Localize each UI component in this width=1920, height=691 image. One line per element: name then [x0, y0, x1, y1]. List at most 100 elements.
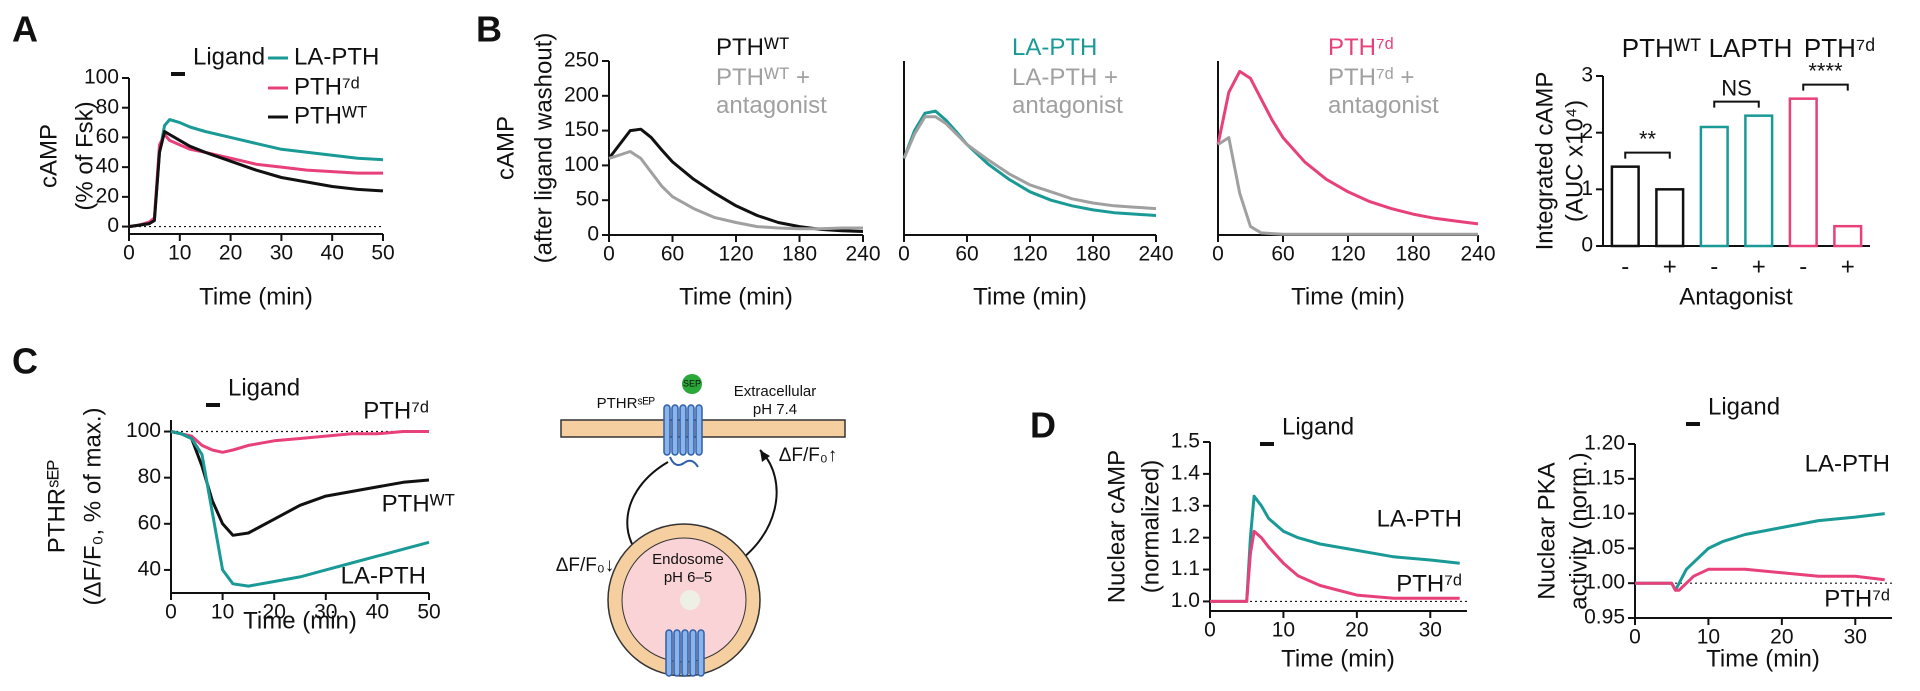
y-axis-label: activity (norm.)	[1565, 452, 1592, 609]
x-axis-label: Antagonist	[1679, 283, 1793, 310]
y-tick-label: 250	[564, 49, 599, 72]
bar	[1699, 125, 1729, 248]
x-tick-label: 0	[1212, 243, 1224, 266]
y-tick-label: 1.2	[1171, 525, 1200, 548]
series-label: LA-PTH	[1012, 34, 1098, 61]
y-tick-label: 1.5	[1171, 430, 1200, 453]
series-label: LA-PTH + antagonist	[1012, 64, 1123, 119]
down-label: ΔF/F₀↓	[556, 555, 615, 576]
x-tick-label: 60	[955, 243, 978, 266]
receptor-tail	[669, 456, 699, 468]
bar	[1788, 97, 1818, 248]
series-label: PTH⁷ᵈ	[1824, 585, 1890, 612]
series-label: LA-PTH	[1805, 450, 1890, 477]
x-tick-label: 20	[1770, 626, 1793, 649]
series-line	[1210, 529, 1460, 603]
endosome-label: pH 6–5	[664, 569, 712, 586]
x-tick-label: 40	[366, 601, 389, 624]
series-label: PTHᵂᵀ	[716, 34, 790, 61]
x-axis-label: Time (min)	[973, 283, 1087, 310]
x-tick-label: -	[1710, 253, 1718, 280]
x-tick-label: 30	[270, 242, 293, 265]
legend-label: PTH⁷ᵈ	[294, 73, 360, 100]
outside-label: pH 7.4	[753, 401, 797, 418]
x-tick-label: 60	[661, 243, 684, 266]
y-tick-label: 60	[138, 511, 161, 534]
x-tick-label: 180	[782, 243, 817, 266]
panel-letter: A	[12, 9, 38, 50]
significance-label: **	[1639, 126, 1657, 151]
sep-dim	[680, 590, 700, 610]
y-tick-label: 3	[1581, 64, 1593, 87]
annotation: Ligand	[1282, 413, 1354, 440]
y-tick-label: 1.3	[1171, 493, 1200, 516]
series-line	[902, 115, 1157, 211]
group-label: PTHᵂᵀ	[1622, 33, 1701, 63]
y-axis-label: (ΔF/F₀, % of max.)	[79, 408, 106, 606]
x-tick-label: 30	[1844, 626, 1867, 649]
x-tick-label: 0	[898, 243, 910, 266]
x-tick-label: 20	[263, 601, 286, 624]
series-label: PTH⁷ᵈ	[1328, 34, 1394, 61]
significance-label: ****	[1808, 58, 1843, 83]
x-tick-label: 0	[123, 242, 135, 265]
x-tick-label: 20	[1345, 619, 1368, 642]
series-label: PTH⁷ᵈ + antagonist	[1328, 64, 1439, 119]
series-line	[902, 109, 1157, 217]
y-tick-label: 100	[84, 66, 119, 89]
significance-bracket	[1624, 151, 1671, 159]
endosome-label: Endosome	[652, 551, 724, 568]
series-label: PTH⁷ᵈ	[1396, 570, 1462, 597]
y-axis-label: cAMP	[492, 116, 519, 180]
group-label: LAPTH	[1709, 33, 1793, 63]
x-tick-label: 0	[603, 243, 615, 266]
x-tick-label: -	[1621, 253, 1629, 280]
series-label: PTH⁷ᵈ	[363, 397, 429, 424]
y-tick-label: 1.1	[1171, 557, 1200, 580]
y-tick-label: 20	[96, 184, 119, 207]
y-axis-label: cAMP	[35, 124, 62, 188]
x-tick-label: 0	[165, 601, 177, 624]
significance-label: NS	[1721, 75, 1752, 100]
annotation: Ligand	[193, 43, 265, 70]
y-tick-label: 150	[564, 118, 599, 141]
x-axis-label: Time (min)	[1281, 645, 1395, 672]
series-label: PTHᵂᵀ + antagonist	[716, 64, 827, 119]
x-tick-label: 120	[1012, 243, 1047, 266]
y-axis-label: PTHRˢᴱᴾ	[43, 460, 70, 553]
arrow-head	[760, 450, 770, 462]
x-tick-label: 30	[1419, 619, 1442, 642]
series-line	[128, 130, 384, 229]
significance-bracket	[1713, 100, 1760, 108]
y-tick-label: 1	[1581, 177, 1593, 200]
series-label: PTHᵂᵀ	[382, 490, 455, 517]
series-label: LA-PTH	[341, 562, 426, 589]
x-tick-label: 180	[1075, 243, 1110, 266]
series-line	[1216, 69, 1479, 226]
y-tick-label: 1.4	[1171, 461, 1201, 484]
y-tick-label: 0.95	[1584, 606, 1625, 629]
y-tick-label: 1.20	[1584, 432, 1625, 455]
series-line	[170, 430, 429, 454]
annotation: Ligand	[1708, 393, 1780, 420]
tag-label: SEP	[683, 378, 701, 388]
x-tick-label: 120	[1330, 243, 1365, 266]
membrane	[560, 419, 846, 438]
y-tick-label: 1.15	[1584, 466, 1625, 489]
x-tick-label: 20	[219, 242, 242, 265]
y-axis-label: (normalized)	[1137, 460, 1164, 593]
x-tick-label: 120	[718, 243, 753, 266]
x-tick-label: 30	[314, 601, 337, 624]
y-axis-label: Nuclear cAMP	[1103, 450, 1130, 603]
bar	[1744, 114, 1774, 248]
series-line	[128, 133, 383, 229]
panel-letter: B	[476, 9, 502, 50]
x-axis-label: Time (min)	[1291, 283, 1405, 310]
x-tick-label: +	[1752, 253, 1766, 280]
y-tick-label: 1.0	[1171, 589, 1200, 612]
x-axis-label: Time (min)	[243, 607, 357, 634]
y-tick-label: 80	[96, 95, 119, 118]
y-tick-label: 80	[138, 465, 161, 488]
x-tick-label: +	[1663, 253, 1677, 280]
